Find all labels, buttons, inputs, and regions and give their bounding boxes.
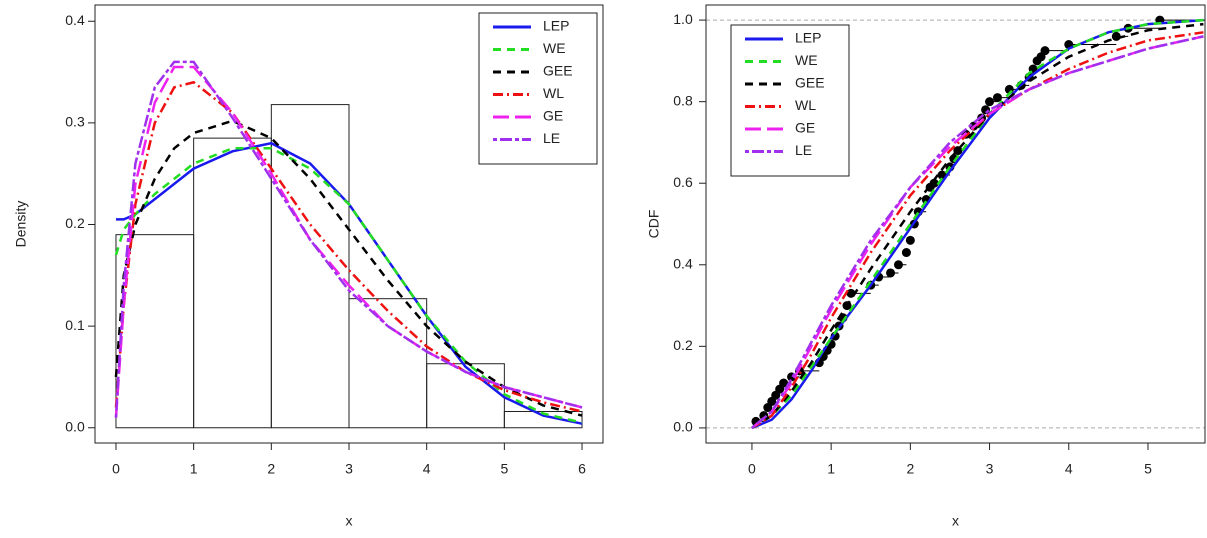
- histogram-bar: [193, 137, 272, 429]
- legend: LEP WE GEE WL GE LE: [478, 12, 598, 165]
- legend-label: WE: [795, 52, 818, 68]
- x-tick-label: 0: [112, 461, 120, 477]
- ecdf-point: [905, 235, 915, 245]
- ecdf-point: [901, 248, 911, 258]
- y-tick-label: 0.6: [673, 174, 693, 190]
- legend-label: LEP: [543, 18, 569, 34]
- y-tick-label: 0.3: [65, 114, 85, 130]
- legend-label: LEP: [795, 30, 821, 46]
- ecdf-point: [992, 93, 1002, 103]
- x-tick-label: 5: [500, 461, 508, 477]
- x-tick-label: 5: [1144, 461, 1152, 477]
- legend-label: GEE: [795, 75, 825, 91]
- ecdf-point: [886, 268, 896, 278]
- y-axis-title: CDF: [646, 210, 662, 239]
- legend-label: WL: [543, 85, 564, 101]
- ecdf-point: [779, 378, 789, 388]
- legend-label: WE: [543, 40, 566, 56]
- plot-frame: [705, 4, 1206, 444]
- ecdf-point: [1040, 46, 1050, 56]
- x-tick-label: 3: [986, 461, 994, 477]
- ecdf-point: [929, 178, 939, 188]
- x-tick-label: 1: [827, 461, 835, 477]
- y-tick-label: 0.0: [673, 419, 693, 435]
- histogram-bar: [348, 298, 428, 429]
- legend-label: GE: [543, 108, 563, 124]
- plot-area: [114, 60, 583, 429]
- histogram-bar: [270, 104, 350, 429]
- x-tick-label: 4: [1065, 461, 1073, 477]
- legend: LEP WE GEE WL GE LE: [730, 24, 850, 177]
- x-tick-label: 1: [190, 461, 198, 477]
- curve: [114, 60, 583, 418]
- ecdf-point: [985, 97, 995, 107]
- x-tick-label: 4: [423, 461, 431, 477]
- ecdf-point: [893, 260, 903, 270]
- curve: [751, 31, 1204, 429]
- y-tick-label: 0.8: [673, 92, 693, 108]
- histogram-bar: [503, 410, 583, 429]
- y-tick-label: 0.1: [65, 317, 85, 333]
- x-tick-label: 2: [267, 461, 275, 477]
- legend-label: WL: [795, 97, 816, 113]
- legend-label: GE: [795, 120, 815, 136]
- x-tick-label: 0: [748, 461, 756, 477]
- curve: [114, 80, 583, 413]
- curve: [751, 35, 1204, 429]
- x-tick-label: 2: [906, 461, 914, 477]
- y-tick-label: 0.0: [65, 418, 85, 434]
- panel: 0 1 2 3 4 5 6 0.0 0.1 0.2 0.3 0.4 x Density LEP WE GEE WL…: [13, 4, 604, 529]
- y-axis-title: Density: [13, 201, 29, 248]
- curve: [115, 141, 583, 425]
- curve: [114, 147, 583, 424]
- x-tick-label: 3: [345, 461, 353, 477]
- y-tick-label: 0.4: [673, 255, 693, 271]
- y-tick-label: 0.2: [673, 337, 693, 353]
- legend-box: [478, 12, 598, 165]
- legend-label: GEE: [543, 63, 573, 79]
- y-tick-label: 1.0: [673, 11, 693, 27]
- x-axis-title: x: [952, 513, 959, 529]
- x-tick-label: 6: [578, 461, 586, 477]
- curve: [751, 18, 1204, 429]
- histogram-bar: [426, 363, 505, 429]
- x-axis-title: x: [346, 513, 353, 529]
- legend-label: LE: [543, 130, 560, 146]
- plot-area: [706, 15, 1205, 430]
- curve: [751, 22, 1204, 429]
- y-tick-label: 0.2: [65, 215, 85, 231]
- legend-box: [730, 24, 850, 177]
- legend-label: LE: [795, 142, 812, 158]
- y-tick-label: 0.4: [65, 12, 85, 28]
- panel: 0 1 2 3 4 5 0.0 0.2 0.4 0.6 0.8 1.0 x CDF LEP WE GEE WL GE…: [646, 4, 1206, 529]
